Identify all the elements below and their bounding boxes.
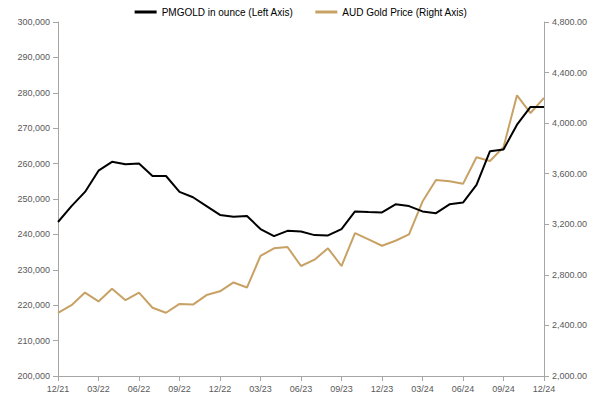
- svg-text:2,800.00: 2,800.00: [552, 270, 587, 280]
- svg-text:12/22: 12/22: [209, 384, 232, 394]
- svg-text:2,000.00: 2,000.00: [552, 371, 587, 381]
- svg-text:290,000: 290,000: [17, 52, 50, 62]
- svg-text:09/22: 09/22: [168, 384, 191, 394]
- svg-text:210,000: 210,000: [17, 336, 50, 346]
- svg-text:06/23: 06/23: [290, 384, 313, 394]
- svg-text:09/24: 09/24: [492, 384, 515, 394]
- svg-text:PMGOLD in ounce (Left Axis): PMGOLD in ounce (Left Axis): [162, 7, 293, 18]
- svg-text:4,400.00: 4,400.00: [552, 68, 587, 78]
- svg-text:12/21: 12/21: [47, 384, 70, 394]
- svg-text:250,000: 250,000: [17, 194, 50, 204]
- svg-text:12/23: 12/23: [371, 384, 394, 394]
- svg-text:03/23: 03/23: [249, 384, 272, 394]
- svg-text:240,000: 240,000: [17, 229, 50, 239]
- svg-text:12/24: 12/24: [533, 384, 556, 394]
- svg-text:4,800.00: 4,800.00: [552, 17, 587, 27]
- svg-text:06/24: 06/24: [452, 384, 475, 394]
- svg-text:270,000: 270,000: [17, 123, 50, 133]
- svg-text:220,000: 220,000: [17, 300, 50, 310]
- svg-text:230,000: 230,000: [17, 265, 50, 275]
- svg-text:2,400.00: 2,400.00: [552, 320, 587, 330]
- svg-text:4,000.00: 4,000.00: [552, 118, 587, 128]
- svg-text:300,000: 300,000: [17, 17, 50, 27]
- svg-text:03/24: 03/24: [411, 384, 434, 394]
- svg-text:AUD Gold Price (Right Axis): AUD Gold Price (Right Axis): [342, 7, 466, 18]
- svg-text:3,200.00: 3,200.00: [552, 219, 587, 229]
- svg-text:280,000: 280,000: [17, 88, 50, 98]
- svg-text:09/23: 09/23: [330, 384, 353, 394]
- svg-text:260,000: 260,000: [17, 159, 50, 169]
- svg-text:03/22: 03/22: [87, 384, 110, 394]
- svg-text:200,000: 200,000: [17, 371, 50, 381]
- svg-text:06/22: 06/22: [128, 384, 151, 394]
- svg-text:3,600.00: 3,600.00: [552, 169, 587, 179]
